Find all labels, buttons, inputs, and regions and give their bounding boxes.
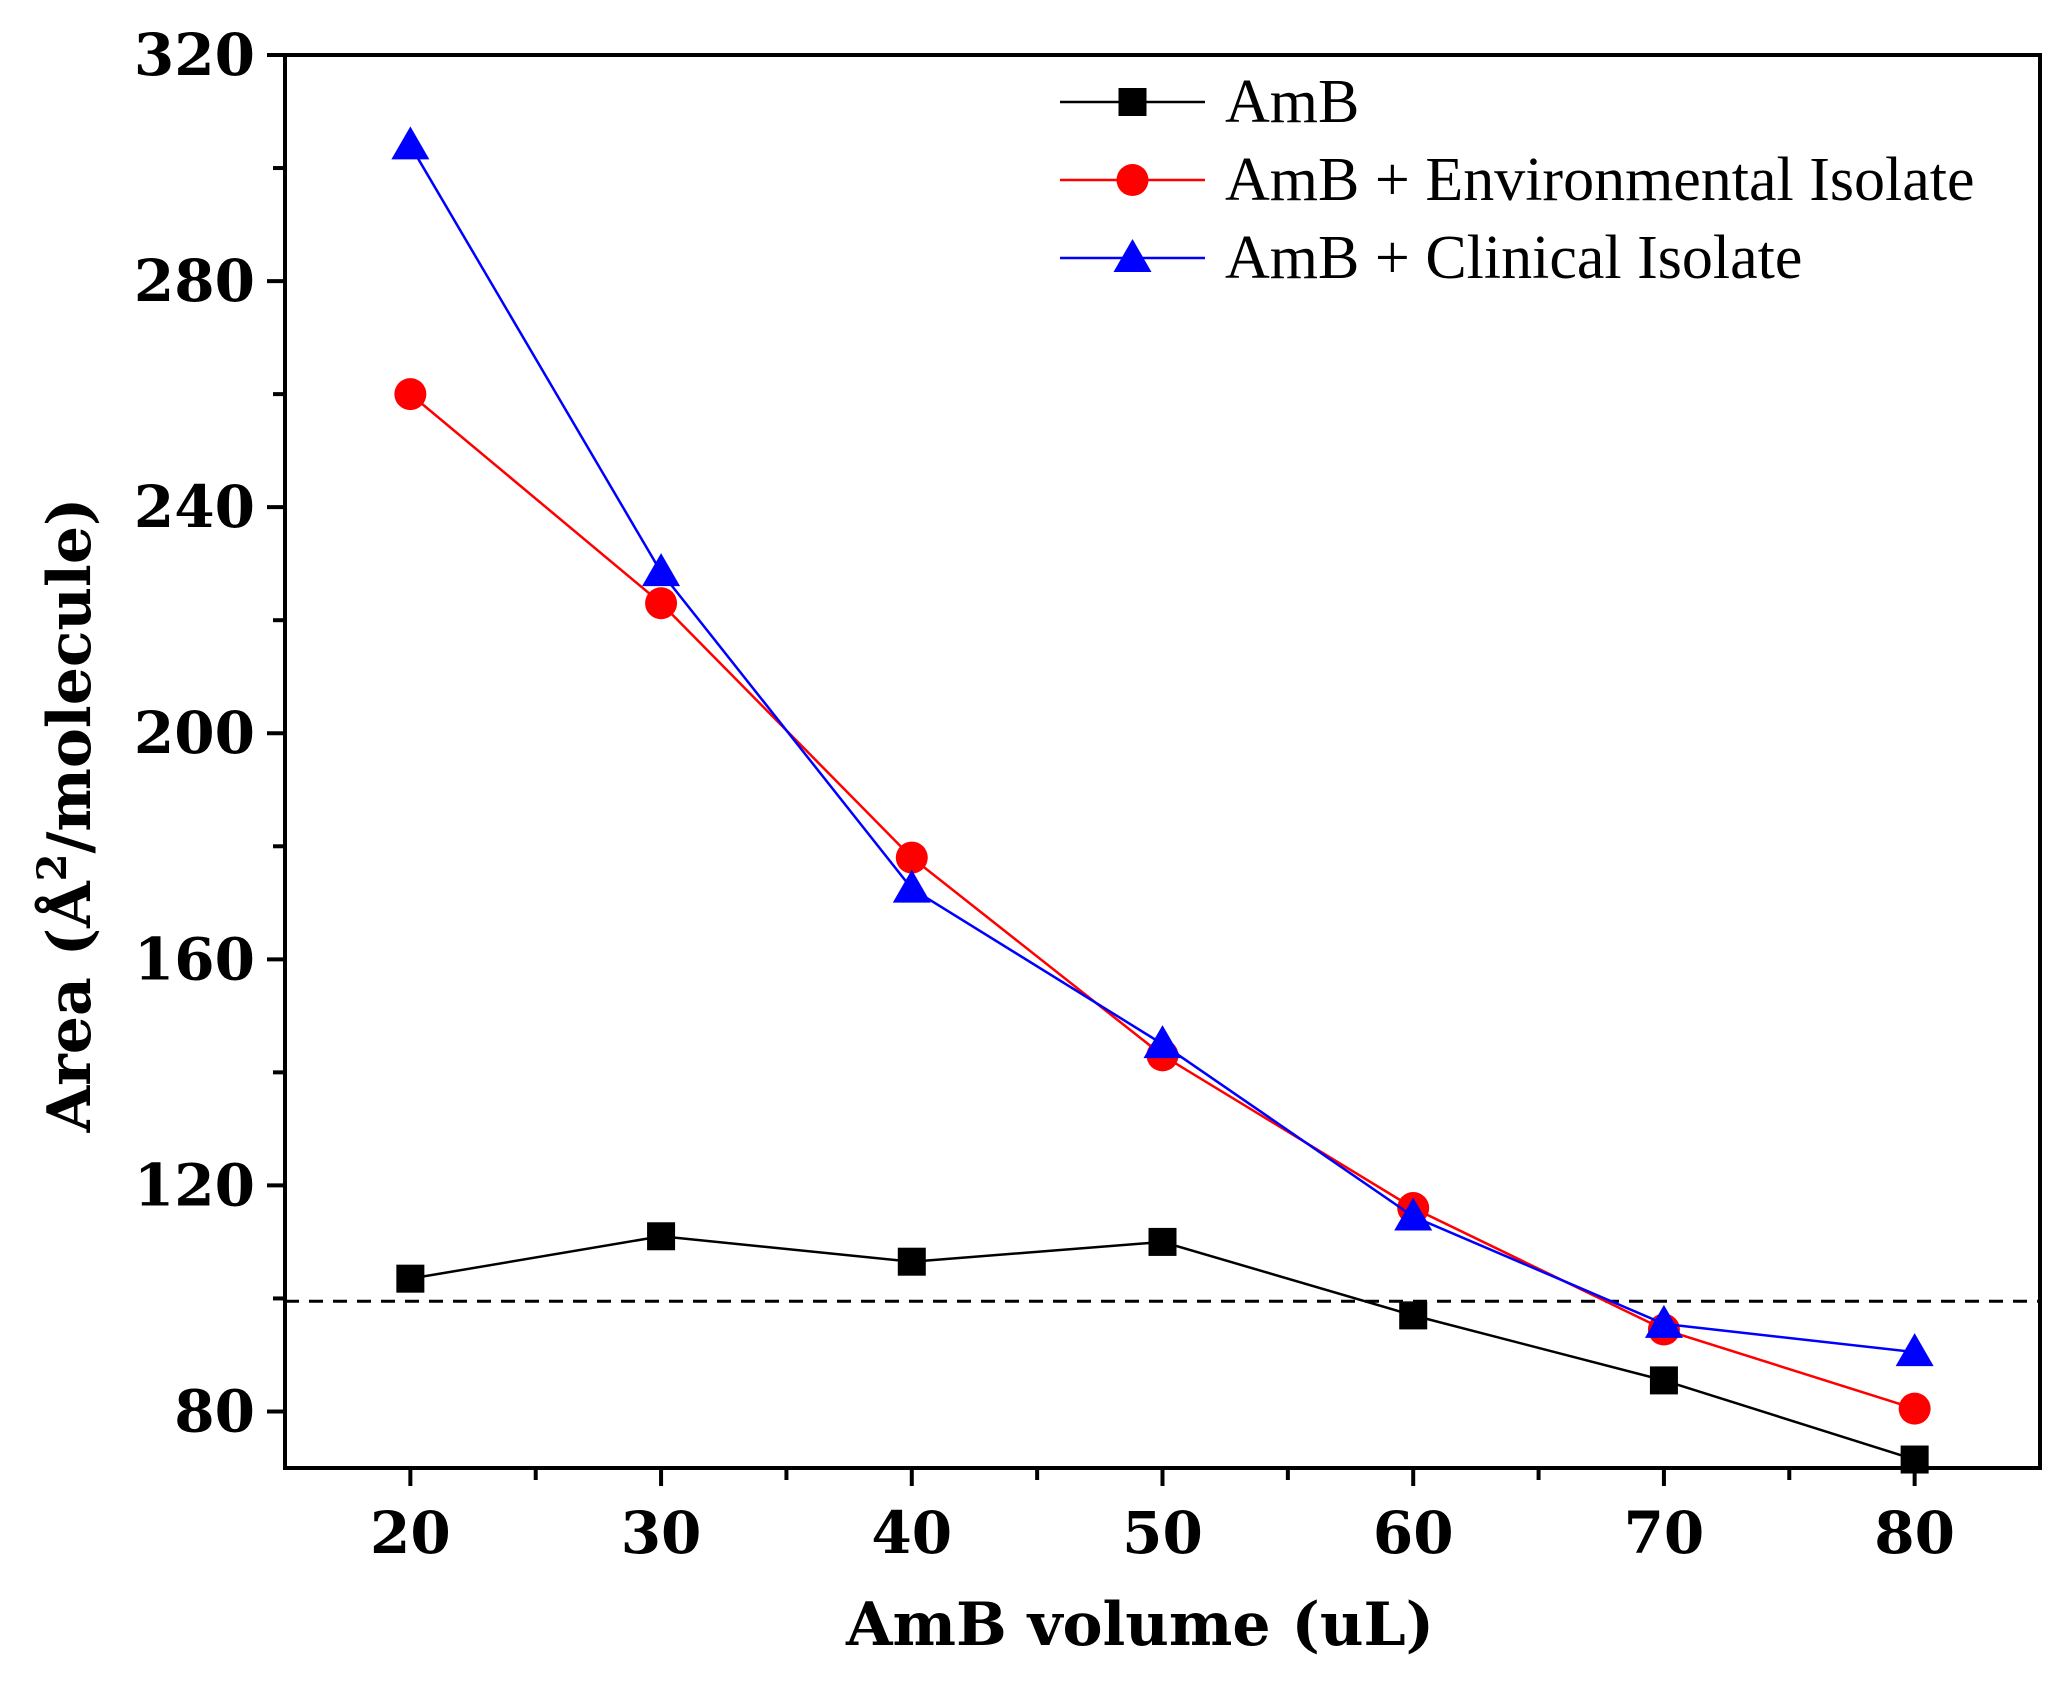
data-point-square — [1399, 1301, 1428, 1330]
series-circle — [394, 378, 1931, 1425]
data-point-triangle — [642, 553, 681, 587]
series-line — [409, 144, 1915, 1354]
legend-marker-circle — [1116, 164, 1149, 196]
y-axis-title-tail: /molecule) — [35, 498, 105, 854]
series-triangle — [391, 126, 1934, 1367]
x-axis-title: AmB volume (uL) — [845, 1590, 1434, 1660]
data-point-square — [647, 1222, 676, 1251]
series-line — [409, 393, 1916, 1410]
data-point-circle — [645, 587, 678, 620]
data-point-square — [1649, 1366, 1678, 1395]
data-point-circle — [1898, 1392, 1931, 1425]
legend-label: AmB — [1225, 68, 1359, 136]
legend-label: AmB + Environmental Isolate — [1225, 146, 1975, 214]
y-tick-label: 280 — [134, 247, 255, 315]
y-axis-title-main: Area (Å — [34, 880, 105, 1133]
data-point-circle — [394, 378, 427, 411]
series-square — [396, 1222, 1929, 1474]
x-tick-label: 30 — [621, 1499, 702, 1567]
x-tick-label: 80 — [1874, 1499, 1955, 1567]
x-tick-label: 50 — [1122, 1499, 1203, 1567]
y-tick-label: 200 — [134, 699, 255, 767]
data-point-triangle — [1143, 1025, 1182, 1059]
data-point-triangle — [1644, 1304, 1683, 1338]
y-axis-title-superscript: 2 — [29, 854, 76, 882]
data-point-square — [1148, 1227, 1177, 1256]
x-tick-label: 70 — [1624, 1499, 1705, 1567]
data-point-square — [897, 1247, 926, 1276]
y-tick-label: 320 — [134, 21, 255, 89]
legend-item: AmB + Clinical Isolate — [1060, 224, 1802, 292]
data-point-triangle — [1895, 1333, 1934, 1367]
y-axis-title: Area (Å2/molecule) — [29, 498, 105, 1134]
legend-marker-square — [1118, 88, 1147, 116]
legend-item: AmB + Environmental Isolate — [1060, 146, 1975, 214]
x-tick-label: 40 — [871, 1499, 952, 1567]
data-point-square — [1900, 1445, 1929, 1474]
data-point-square — [396, 1264, 425, 1293]
legend-marker-triangle — [1113, 239, 1152, 272]
y-tick-label: 240 — [134, 473, 255, 541]
data-point-circle — [895, 841, 928, 874]
x-tick-label: 20 — [370, 1499, 451, 1567]
data-point-triangle — [892, 869, 931, 903]
legend-label: AmB + Clinical Isolate — [1225, 224, 1802, 292]
y-tick-label: 120 — [134, 1151, 255, 1219]
y-tick-label: 80 — [174, 1377, 255, 1445]
data-point-triangle — [1394, 1197, 1433, 1231]
y-tick-label: 160 — [134, 925, 255, 993]
series-line — [410, 1235, 1916, 1461]
x-tick-label: 60 — [1373, 1499, 1454, 1567]
data-point-triangle — [391, 126, 430, 160]
legend-item: AmB — [1060, 68, 1359, 136]
